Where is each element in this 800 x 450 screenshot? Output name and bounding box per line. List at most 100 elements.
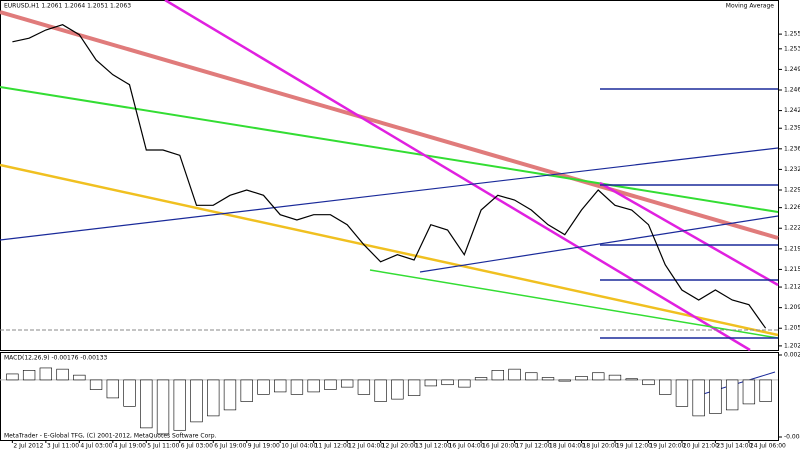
macd-bar [56, 368, 69, 381]
trend-line [0, 147, 779, 241]
x-tick-label: 17 Jul 12:00 [516, 443, 552, 450]
x-tick-label: 6 Jul 19:00 [214, 443, 246, 450]
macd-header: MACD(12,26,9) -0.00176 -0.00133 [4, 355, 108, 362]
macd-bar [441, 379, 454, 386]
y-tick-label: 0.00208 [784, 351, 800, 358]
y-tick-label: -0.00476 [784, 434, 800, 441]
x-tick-label: 12 Jul 20:00 [382, 443, 418, 450]
x-tick-label: 9 Jul 19:00 [248, 443, 280, 450]
macd-bar [742, 379, 756, 405]
macd-bar [592, 372, 605, 381]
x-tick-label: 18 Jul 04:00 [549, 443, 585, 450]
macd-bar [89, 379, 103, 390]
trend-line [599, 181, 779, 287]
macd-bar [709, 379, 722, 414]
trend-lines [0, 0, 779, 396]
macd-bar [22, 370, 36, 381]
y-tick-label: 1.2325 [784, 166, 800, 173]
x-tick-label: 4 Jul 03:00 [80, 443, 112, 450]
macd-bar [659, 379, 672, 395]
macd-bar [391, 379, 404, 400]
macd-bar [458, 379, 471, 388]
macd-bar [407, 379, 421, 396]
y-tick-label: 1.2360 [784, 145, 800, 152]
x-tick-label: 5 Jul 11:00 [147, 443, 179, 450]
y-tick-label: 1.2530 [784, 45, 800, 52]
macd-bar [324, 379, 337, 390]
y-tick-label: 1.2425 [784, 107, 800, 114]
x-tick-label: 24 Jul 06:00 [750, 443, 786, 450]
x-tick-label: 20 Jul 21:00 [683, 443, 719, 450]
macd-bar [223, 379, 237, 411]
macd-bar [240, 379, 253, 402]
macd-bar [340, 379, 354, 388]
macd-bar [491, 370, 504, 381]
main-frame [0, 0, 779, 351]
macd-bar [424, 379, 438, 387]
macd-bar [307, 379, 320, 393]
y-tick-label: 1.2290 [784, 187, 800, 194]
x-tick-label: 23 Jul 14:00 [716, 443, 752, 450]
y-tick-label: 1.2025 [784, 342, 800, 349]
macd-bar [106, 379, 119, 399]
y-tick-label: 1.2495 [784, 66, 800, 73]
trend-line [164, 0, 751, 352]
macd-bar [541, 377, 555, 381]
macd-bar [692, 379, 705, 417]
trend-line [0, 163, 779, 337]
macd-bar [140, 379, 153, 429]
trend-line [419, 215, 779, 273]
x-tick-label: 4 Jul 19:00 [114, 443, 146, 450]
macd-bar [558, 379, 571, 382]
y-tick-label: 1.2125 [784, 284, 800, 291]
macd-bar [6, 373, 19, 381]
x-tick-label: 19 Jul 12:00 [616, 443, 652, 450]
x-tick-label: 3 Jul 11:00 [47, 443, 79, 450]
macd-bar [642, 379, 655, 386]
chart-header: EURUSD,H1 1.2061 1.2064 1.2051 1.2063 [4, 3, 131, 10]
x-tick-label: 2 Jul 2012 [13, 443, 43, 450]
macd-bar [123, 379, 136, 407]
indicator-name: Moving Average [726, 3, 775, 10]
y-tick-label: 1.2395 [784, 125, 800, 132]
x-tick-label: 18 Jul 20:00 [583, 443, 619, 450]
y-tick-label: 1.2190 [784, 245, 800, 252]
macd-bar [675, 379, 689, 407]
macd-bar [608, 374, 622, 381]
y-tick-label: 1.2555 [784, 31, 800, 38]
trend-line [369, 269, 779, 339]
y-tick-label: 1.2225 [784, 225, 800, 232]
x-tick-label: 16 Jul 20:00 [482, 443, 518, 450]
macd-bar [274, 379, 287, 393]
macd-bar [575, 376, 588, 381]
trend-line [0, 86, 779, 213]
macd-bar [625, 378, 638, 381]
trend-line [0, 10, 779, 240]
macd-bar [257, 379, 270, 395]
price-line [12, 24, 767, 329]
y-tick-label: 1.2260 [784, 204, 800, 211]
x-tick-label: 10 Jul 04:00 [281, 443, 317, 450]
x-tick-label: 11 Jul 12:00 [315, 443, 351, 450]
macd-bar [759, 379, 772, 402]
y-tick-label: 1.2090 [784, 304, 800, 311]
x-tick-label: 6 Jul 03:00 [181, 443, 213, 450]
macd-bar [207, 379, 220, 417]
macd-bar [173, 379, 186, 431]
x-tick-label: 12 Jul 04:00 [348, 443, 384, 450]
macd-bar [190, 379, 203, 423]
y-tick-label: 1.2055 [784, 325, 800, 332]
macd-bar [474, 377, 488, 381]
y-tick-label: 1.2460 [784, 87, 800, 94]
macd-bar [508, 368, 521, 381]
y-tick-label: 1.2155 [784, 266, 800, 273]
x-tick-label: 13 Jul 12:00 [415, 443, 451, 450]
footer: MetaTrader - E-Global TFG, (C) 2001-2012… [4, 433, 217, 440]
macd-bar [725, 379, 739, 411]
macd-bar [290, 379, 304, 395]
x-tick-label: 19 Jul 20:00 [649, 443, 685, 450]
macd-bar [73, 374, 86, 381]
